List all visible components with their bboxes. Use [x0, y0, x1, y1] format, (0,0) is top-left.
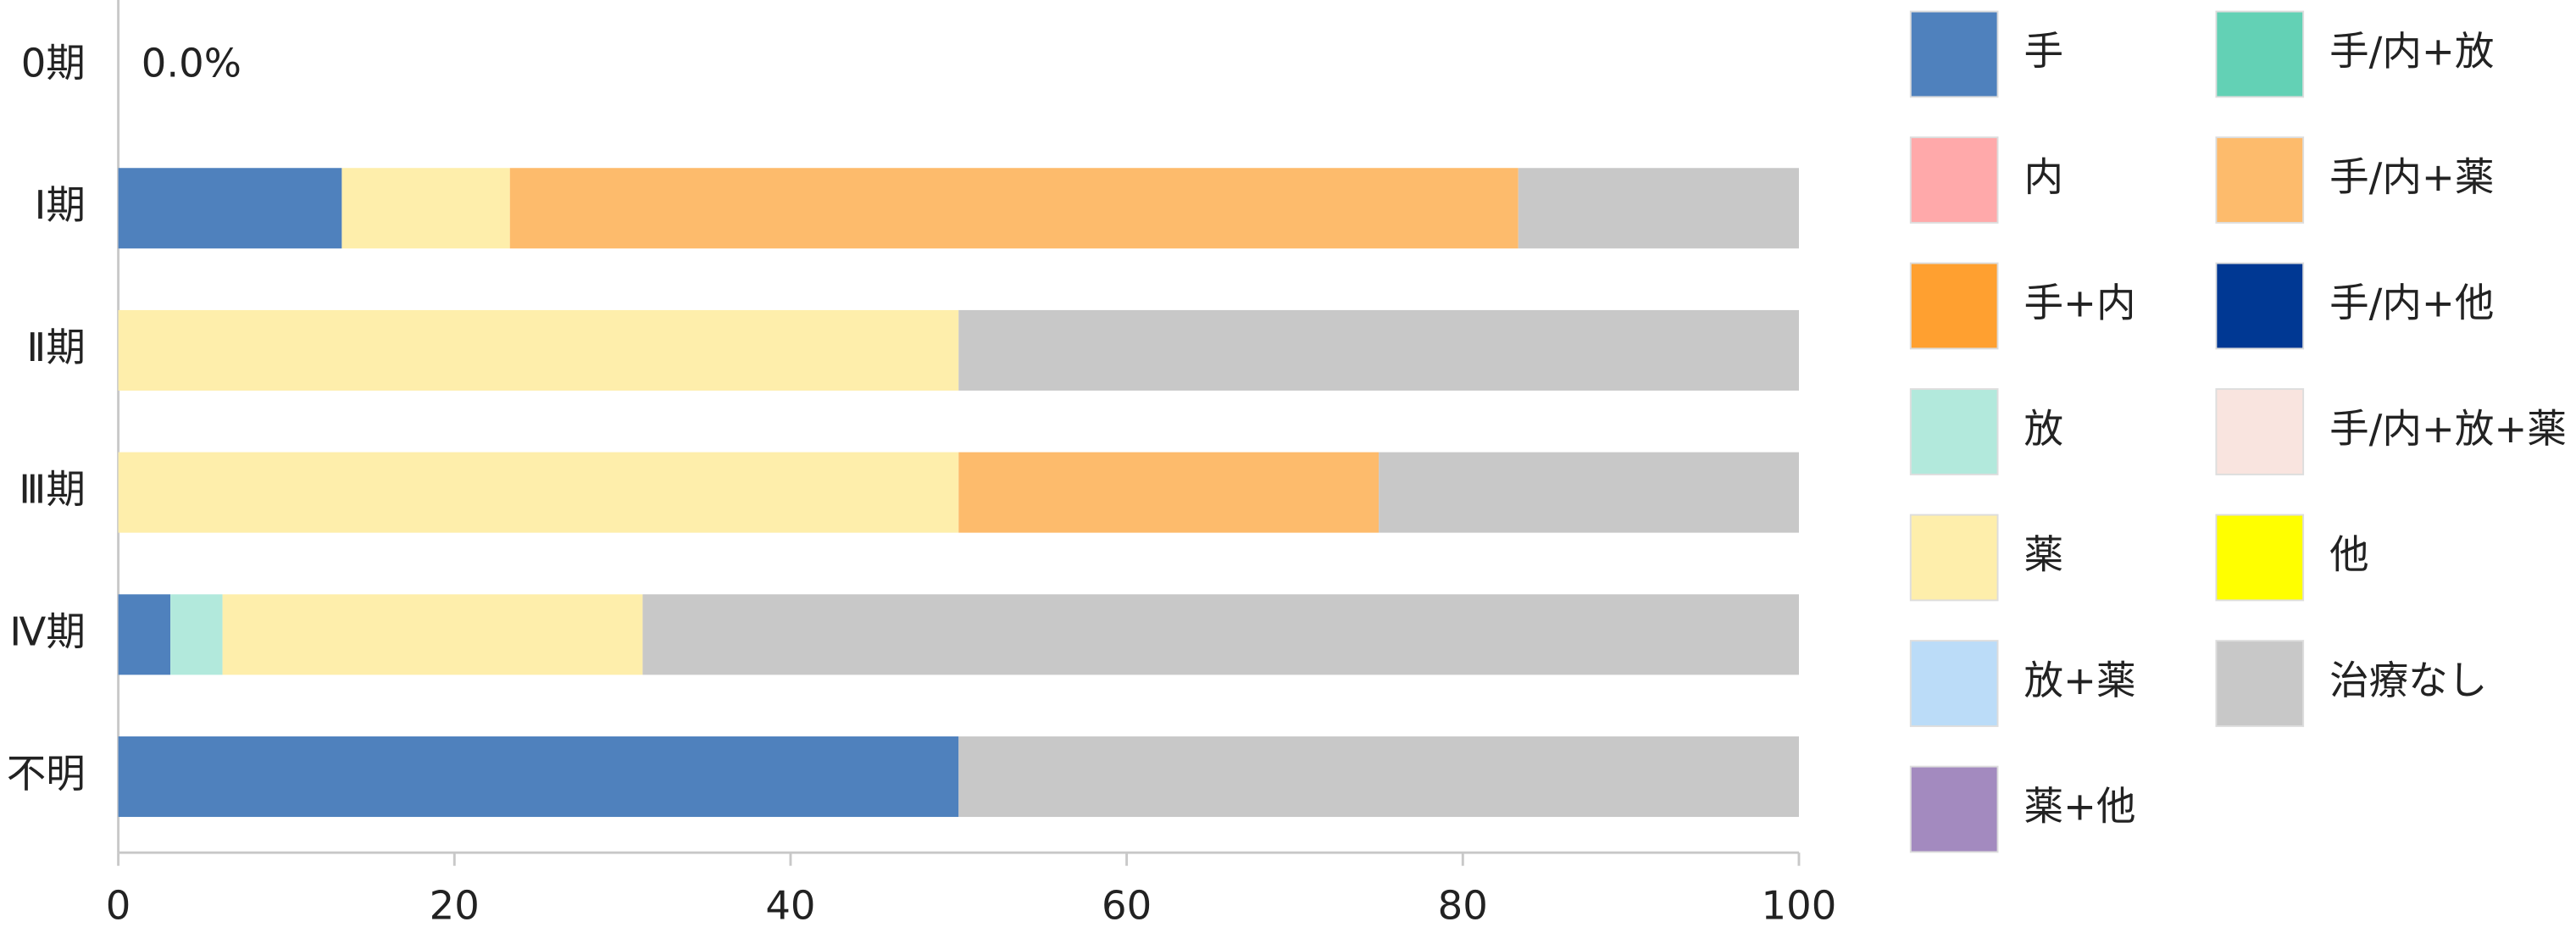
legend-label: 放+薬	[2024, 658, 2136, 703]
x-tick-label: 40	[765, 883, 815, 929]
legend-label: 手/内+放	[2329, 28, 2494, 74]
data-label: 0.0%	[142, 41, 242, 86]
bar-segment	[958, 452, 1380, 533]
bar-segment	[509, 168, 1518, 249]
legend-swatch	[2215, 262, 2305, 350]
x-tick-label: 80	[1438, 883, 1488, 929]
y-tick-label: 0期	[21, 41, 86, 86]
legend-swatch	[1909, 388, 1999, 475]
legend-label: 手/内+他	[2329, 280, 2494, 325]
bar-segment	[341, 168, 510, 249]
y-tick-label: Ⅰ期	[35, 182, 86, 228]
legend-label: 放	[2024, 406, 2064, 452]
legend-label: 他	[2329, 532, 2369, 578]
legend-swatch	[1909, 514, 1999, 602]
legend-swatch	[2215, 136, 2305, 224]
legend-swatch	[1909, 640, 1999, 727]
legend-swatch	[1909, 10, 1999, 98]
legend-swatch	[2215, 388, 2305, 475]
y-tick-label: Ⅲ期	[19, 467, 86, 513]
x-tick-label: 100	[1762, 883, 1837, 929]
bar-segment	[118, 168, 342, 249]
legend-swatch	[2215, 514, 2305, 602]
legend-swatch	[2215, 10, 2305, 98]
x-tick-label: 60	[1102, 883, 1152, 929]
bar-segment	[958, 309, 1799, 391]
bar-segment	[222, 594, 643, 675]
y-tick-label: Ⅱ期	[26, 325, 85, 370]
bar-segment	[642, 594, 1799, 675]
legend-swatch	[2215, 640, 2305, 727]
legend-swatch	[1909, 262, 1999, 350]
legend-label: 手/内+放+薬	[2329, 406, 2567, 452]
bar-segment	[118, 736, 959, 818]
legend-label: 手+内	[2024, 280, 2136, 325]
y-tick-label: 不明	[7, 751, 86, 797]
legend-swatch	[1909, 136, 1999, 224]
legend-label: 薬+他	[2024, 784, 2136, 830]
legend-label: 内	[2024, 154, 2064, 200]
legend-label: 治療なし	[2329, 658, 2487, 703]
bar-segment	[118, 594, 171, 675]
bar-segment	[958, 736, 1799, 818]
y-tick-label: Ⅳ期	[9, 608, 85, 654]
legend-label: 手/内+薬	[2329, 154, 2494, 200]
x-tick-label: 20	[430, 883, 480, 929]
bar-segment	[170, 594, 223, 675]
legend-label: 手	[2024, 28, 2064, 74]
x-tick-label: 0	[106, 883, 131, 929]
bar-segment	[1518, 168, 1799, 249]
bar-segment	[1379, 452, 1799, 533]
legend-label: 薬	[2024, 532, 2064, 578]
bar-segment	[118, 309, 959, 391]
legend-swatch	[1909, 765, 1999, 853]
bar-segment	[118, 452, 959, 533]
